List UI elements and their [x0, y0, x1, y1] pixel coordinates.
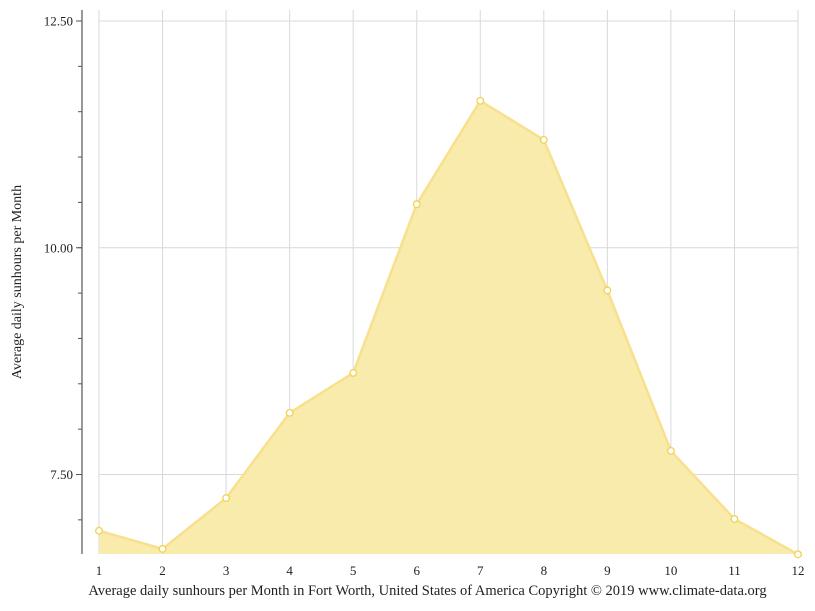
x-tick-label: 11 [728, 563, 741, 578]
data-point-marker[interactable] [95, 526, 103, 535]
data-point-marker[interactable] [412, 200, 421, 209]
data-point-marker[interactable] [222, 494, 231, 503]
data-point-marker[interactable] [158, 544, 167, 553]
area-line [98, 99, 799, 556]
y-tick-label: 7.50 [50, 467, 73, 482]
x-tick-label: 12 [792, 563, 805, 578]
x-tick-label: 2 [159, 563, 166, 578]
data-point-marker[interactable] [730, 514, 739, 523]
data-markers [95, 96, 802, 559]
y-tick-label: 10.00 [44, 240, 73, 255]
x-tick-label: 1 [96, 563, 103, 578]
x-tick-label: 6 [413, 563, 420, 578]
y-tick-label: 12.50 [44, 14, 73, 29]
data-point-marker[interactable] [285, 408, 294, 417]
data-point-marker[interactable] [349, 368, 358, 377]
x-tick-label: 9 [604, 563, 611, 578]
x-tick-label: 10 [664, 563, 677, 578]
x-tick-label: 5 [350, 563, 357, 578]
data-point-marker[interactable] [666, 446, 675, 455]
data-point-marker[interactable] [476, 96, 485, 105]
x-tick-label: 8 [541, 563, 548, 578]
area-fill [99, 100, 798, 555]
x-tick-label: 4 [286, 563, 293, 578]
data-point-marker[interactable] [603, 286, 612, 295]
x-tick-label: 7 [477, 563, 484, 578]
y-axis-label: Average daily sunhours per Month [10, 184, 25, 380]
data-point-marker[interactable] [794, 550, 802, 559]
data-point-marker[interactable] [539, 135, 548, 144]
data-area [98, 99, 799, 556]
x-tick-label: 3 [223, 563, 230, 578]
chart-caption: Average daily sunhours per Month in Fort… [88, 583, 767, 599]
